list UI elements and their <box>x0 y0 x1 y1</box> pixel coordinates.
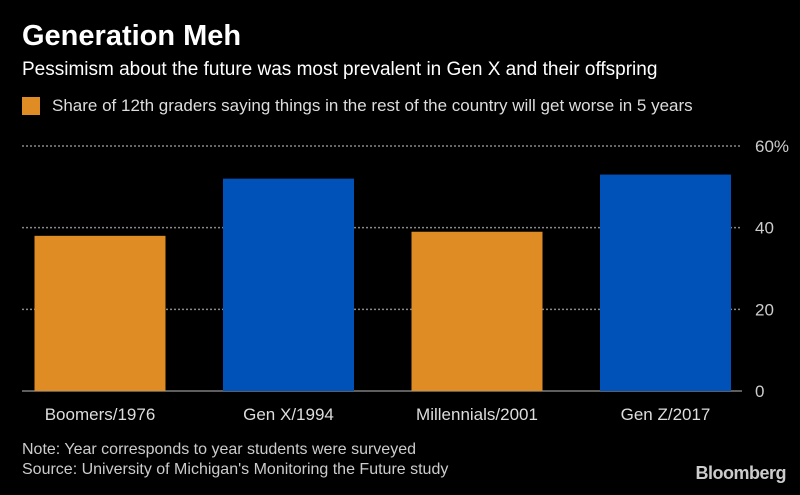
y-tick-label: 20 <box>755 300 774 319</box>
bar-gen-x-1994 <box>223 178 354 391</box>
y-tick-label: 60% <box>755 137 789 156</box>
chart-subtitle: Pessimism about the future was most prev… <box>22 59 658 80</box>
bar-boomers-1976 <box>34 235 166 391</box>
source-text: Source: University of Michigan's Monitor… <box>22 461 449 478</box>
y-tick-label: 40 <box>755 219 774 238</box>
note-text: Note: Year corresponds to year students … <box>22 441 416 458</box>
chart-title: Generation Meh <box>22 20 242 52</box>
legend-label: Share of 12th graders saying things in t… <box>52 96 693 115</box>
x-tick-label: Millennials/2001 <box>416 405 538 424</box>
bar-millennials-2001 <box>411 231 543 391</box>
legend: Share of 12th graders saying things in t… <box>22 96 693 116</box>
x-tick-label: Gen Z/2017 <box>621 405 711 424</box>
x-tick-label: Boomers/1976 <box>45 405 156 424</box>
y-tick-label: 0 <box>755 382 764 401</box>
legend-swatch <box>22 97 40 115</box>
bar-gen-z-2017 <box>600 174 731 391</box>
bloomberg-logo: Bloomberg <box>695 463 786 483</box>
x-tick-label: Gen X/1994 <box>243 405 334 424</box>
